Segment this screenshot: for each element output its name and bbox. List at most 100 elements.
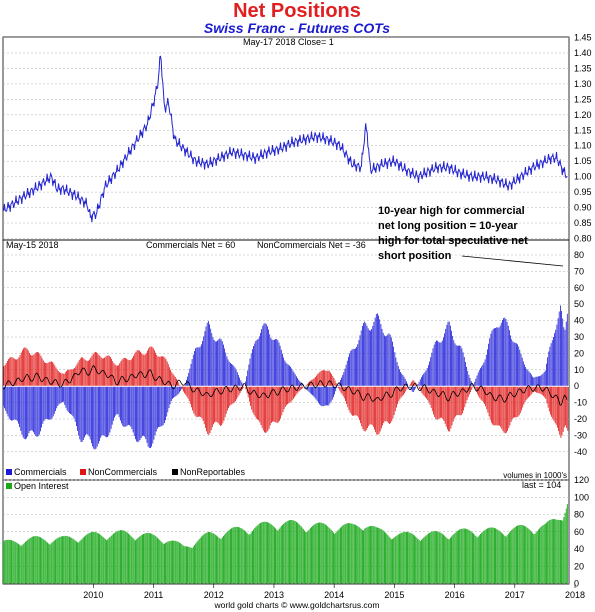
commercials-bar [64,386,66,405]
open-interest-bar [269,523,271,584]
open-interest-bar [548,520,550,584]
cot-tick-label: 40 [574,316,584,326]
price-line [2,55,568,223]
open-interest-bar [533,534,535,584]
commercials-bar [538,376,539,387]
noncommercials-bar [150,346,152,387]
commercials-bar [525,367,526,387]
cot-axis: -40 -30 -20 -10 0 10 20 30 40 50 60 70 80 [574,250,587,457]
noncommercials-bar [302,386,303,389]
noncommercials-bar [265,386,266,433]
noncommercials-bar [260,386,262,425]
noncommercials-bar [142,354,144,387]
noncommercials-bar [211,386,213,428]
commercials-bar [161,386,163,426]
commercials-bar [236,372,238,387]
noncommercials-bar [526,386,528,399]
open-interest-bar [401,532,403,584]
commercials-bar [103,386,105,436]
open-interest-bar [286,521,288,584]
open-interest-bar [441,533,443,584]
commercials-bar [492,328,494,387]
open-interest-bar [396,535,398,584]
noncommercials-bar [245,386,247,390]
open-interest-bar [109,537,111,584]
noncommercials-bar [316,375,317,387]
noncommercials-bar [228,386,229,409]
open-interest-bar [108,538,110,584]
noncommercials-bar [500,386,502,428]
commercials-bar [363,323,364,387]
open-interest-bar [277,530,279,584]
noncommercials-bar [312,379,314,387]
commercials-bar [450,325,451,387]
noncommercials-bar [164,357,166,387]
noncommercials-bar [59,372,60,387]
open-interest-bar [110,535,112,584]
open-interest-bar [139,536,141,584]
commercials-bar [338,382,340,387]
open-interest-bar [274,527,275,584]
noncommercials-bar [39,353,41,387]
open-interest-bar [84,536,85,584]
noncommercials-bar [145,352,147,387]
open-interest-bar [397,534,399,584]
noncommercials-bar [20,352,22,387]
commercials-bar [213,340,215,387]
price-tick-label: 1.45 [574,33,592,43]
open-interest-bar [560,520,561,584]
noncommercials-bar [444,386,446,424]
open-interest-bar [257,524,259,584]
commercials-bar [115,386,117,416]
commercials-bar [19,386,20,428]
commercials-bar [472,384,473,387]
commercials-bar [267,326,268,387]
commercials-bar [454,343,456,387]
commercials-bar [514,342,516,387]
commercials-bar [29,386,31,431]
open-interest-bar [261,522,263,584]
price-tick-label: 1.30 [574,79,592,89]
open-interest-bar [546,522,547,584]
noncommercials-bar [149,347,151,387]
commercials-bar [296,376,297,387]
open-interest-bar [540,527,542,584]
commercials-bar [255,340,257,387]
commercials-bar [540,375,542,387]
open-interest-bar [525,526,527,584]
noncommercials-bar [323,370,324,387]
open-interest-bar [267,522,268,584]
commercials-bar [138,386,140,442]
open-interest-bar [166,542,168,584]
commercials-bar [194,351,195,387]
commercials-bar [15,386,17,420]
commercials-bar [561,311,562,387]
noncommercials-bar [562,386,564,432]
commercials-bar [226,356,228,387]
open-interest-bar [153,535,155,584]
price-tick-label: 1.25 [574,94,592,104]
open-interest-bar [263,521,265,584]
commercials-bar [443,337,444,387]
commercials-bar [360,330,362,387]
oi-tick-label: 20 [574,561,584,571]
noncommercials-bar [370,386,372,425]
x-tick-label: 2010 [83,590,103,600]
noncommercials-bar [279,386,280,421]
open-interest-bar [287,520,289,584]
open-interest-bar [106,540,107,584]
commercials-bar [73,386,75,419]
noncommercials-bar [368,386,370,427]
open-interest-bar [371,525,373,584]
open-interest-bar [121,530,122,584]
noncommercials-bar [176,378,177,387]
open-interest-bar [63,536,65,584]
noncommercials-bar [37,351,38,387]
x-tick-label: 2013 [264,590,284,600]
commercials-bar [556,324,558,387]
commercials-bar [247,370,249,387]
noncommercials-bar [493,386,495,426]
open-interest-bar [196,542,198,584]
commercials-bar [375,314,377,387]
noncommercials-bar [510,386,512,422]
